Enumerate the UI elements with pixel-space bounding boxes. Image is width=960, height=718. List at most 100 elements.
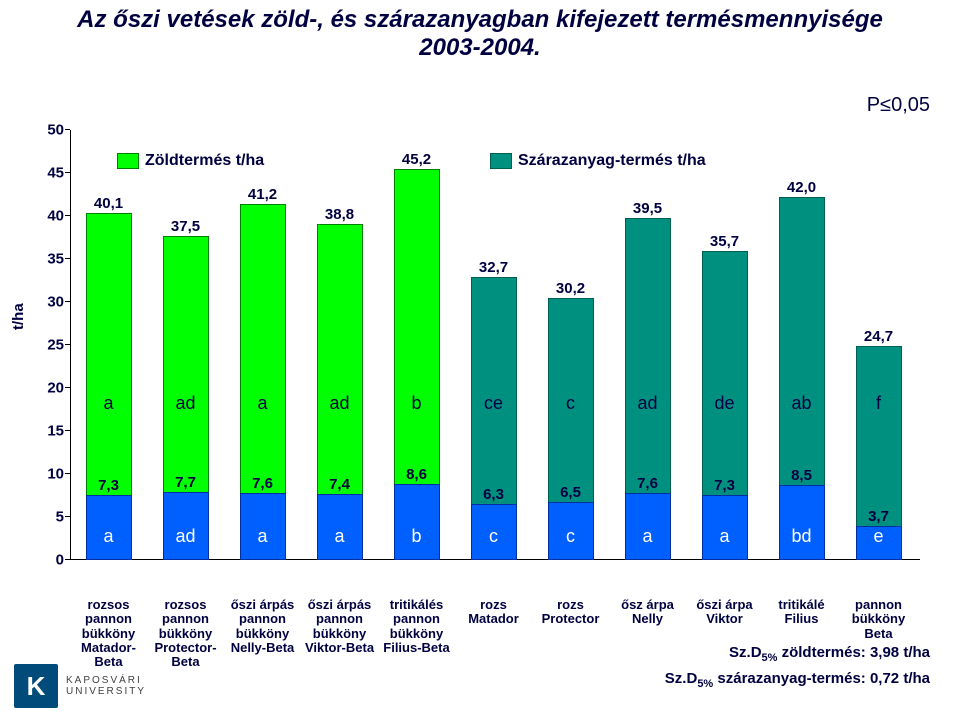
bar-value-label: 32,7 [479, 259, 508, 276]
significance-letter-lower: a [103, 526, 113, 547]
significance-letter-lower: a [257, 526, 267, 547]
significance-letter-upper: a [103, 393, 113, 414]
p-value: P≤0,05 [867, 94, 930, 117]
title-line2: 2003-2004. [419, 34, 540, 61]
significance-letter-upper: c [566, 393, 575, 414]
bar-value-label: 39,5 [633, 200, 662, 217]
y-axis-line [70, 130, 71, 560]
significance-letter-upper: de [714, 393, 734, 414]
legend-item: Zöldtermés t/ha [117, 152, 264, 170]
significance-letter-lower: ad [175, 526, 195, 547]
y-tick-label: 15 [47, 423, 64, 440]
chart-title: Az őszi vetések zöld-, és szárazanyagban… [0, 6, 960, 61]
y-tick-mark [65, 559, 70, 560]
y-tick-label: 40 [47, 208, 64, 225]
significance-letter-upper: ad [175, 393, 195, 414]
bar-value-label: 7,3 [98, 477, 119, 494]
significance-letter-upper: f [876, 393, 881, 414]
y-tick-mark [65, 301, 70, 302]
significance-letter-lower: a [719, 526, 729, 547]
y-tick-label: 30 [47, 294, 64, 311]
x-axis-category-label: tritikálé Filius [763, 598, 840, 627]
x-axis-category-label: őszi árpás pannon bükköny Viktor-Beta [301, 598, 378, 655]
bar-value-label: 41,2 [248, 186, 277, 203]
bar-rect [779, 485, 825, 560]
significance-letter-lower: c [489, 526, 498, 547]
significance-letter-lower: e [873, 526, 883, 547]
significance-letter-upper: ad [637, 393, 657, 414]
bar-value-label: 6,3 [483, 486, 504, 503]
y-tick-mark [65, 129, 70, 130]
legend-item: Szárazanyag-termés t/ha [490, 152, 706, 170]
legend-swatch [117, 153, 139, 169]
y-tick-label: 35 [47, 251, 64, 268]
x-axis-category-label: rozsos pannon bükköny Protector-Beta [147, 598, 224, 669]
footnote: Sz.D5% szárazanyag-termés: 0,72 t/ha [665, 670, 930, 690]
bar-value-label: 35,7 [710, 233, 739, 250]
x-axis-category-label: pannon bükköny Beta [840, 598, 917, 641]
bar-value-label: 8,6 [406, 466, 427, 483]
significance-letter-upper: a [257, 393, 267, 414]
y-tick-mark [65, 387, 70, 388]
bar-value-label: 37,5 [171, 218, 200, 235]
significance-letter-upper: ce [484, 393, 503, 414]
y-tick-mark [65, 516, 70, 517]
significance-letter-upper: b [411, 393, 421, 414]
logo-text: KAPOSVÁRI UNIVERSITY [66, 675, 146, 697]
bar-value-label: 24,7 [864, 328, 893, 345]
x-axis-category-label: rozsos pannon bükköny Matador-Beta [70, 598, 147, 669]
y-tick-label: 20 [47, 380, 64, 397]
bar-value-label: 45,2 [402, 151, 431, 168]
bar-value-label: 30,2 [556, 280, 585, 297]
y-tick-label: 45 [47, 165, 64, 182]
bar-value-label: 38,8 [325, 206, 354, 223]
y-tick-mark [65, 344, 70, 345]
y-tick-mark [65, 473, 70, 474]
bar-value-label: 42,0 [787, 179, 816, 196]
bar-value-label: 40,1 [94, 195, 123, 212]
bar-rect [394, 484, 440, 560]
logo-icon: K [14, 664, 58, 708]
x-axis-category-label: ősz árpa Nelly [609, 598, 686, 627]
y-tick-label: 5 [56, 509, 64, 526]
university-logo: K KAPOSVÁRI UNIVERSITY [14, 664, 146, 708]
slide-root: { "title_line1": "Az őszi vetések zöld-,… [0, 0, 960, 718]
bar-value-label: 3,7 [868, 508, 889, 525]
y-tick-mark [65, 258, 70, 259]
bar-value-label: 7,6 [637, 475, 658, 492]
significance-letter-upper: ad [329, 393, 349, 414]
bar-value-label: 7,3 [714, 477, 735, 494]
legend-label: Zöldtermés t/ha [145, 152, 264, 170]
bar-value-label: 6,5 [560, 484, 581, 501]
y-axis-label: t/ha [10, 303, 27, 330]
bar-blue: 8,6 [394, 486, 440, 560]
legend-swatch [490, 153, 512, 169]
bar-value-label: 7,4 [329, 476, 350, 493]
bar-blue: 8,5 [779, 487, 825, 560]
significance-letter-lower: a [334, 526, 344, 547]
y-tick-mark [65, 172, 70, 173]
x-axis-category-label: tritikálés pannon bükköny Filius-Beta [378, 598, 455, 655]
y-tick-mark [65, 215, 70, 216]
footnote: Sz.D5% zöldtermés: 3,98 t/ha [729, 644, 930, 664]
y-tick-label: 10 [47, 466, 64, 483]
y-tick-label: 0 [56, 552, 64, 569]
significance-letter-lower: bd [791, 526, 811, 547]
significance-letter-lower: a [642, 526, 652, 547]
plot-area: 0510152025303540455040,1a7,3arozsos pann… [70, 130, 920, 560]
y-tick-label: 50 [47, 122, 64, 139]
bar-value-label: 8,5 [791, 467, 812, 484]
significance-letter-upper: ab [791, 393, 811, 414]
x-axis-category-label: őszi árpa Viktor [686, 598, 763, 627]
x-axis-category-label: rozs Protector [532, 598, 609, 627]
bar-value-label: 7,7 [175, 474, 196, 491]
bar-value-label: 7,6 [252, 475, 273, 492]
significance-letter-lower: b [411, 526, 421, 547]
x-axis-category-label: rozs Matador [455, 598, 532, 627]
y-tick-mark [65, 430, 70, 431]
legend-label: Szárazanyag-termés t/ha [518, 152, 706, 170]
title-line1: Az őszi vetések zöld-, és szárazanyagban… [77, 6, 883, 33]
x-axis-category-label: őszi árpás pannon bükköny Nelly-Beta [224, 598, 301, 655]
significance-letter-lower: c [566, 526, 575, 547]
y-tick-label: 25 [47, 337, 64, 354]
